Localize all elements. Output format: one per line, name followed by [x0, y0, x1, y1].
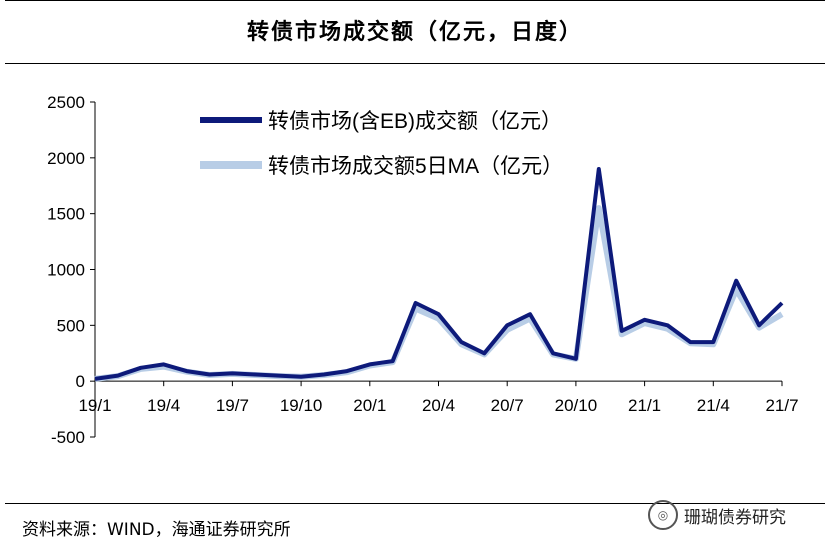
chart-title: 转债市场成交额（亿元，日度） [246, 20, 583, 45]
x-tick-label: 21/7 [765, 396, 798, 415]
watermark: ◎ 珊瑚债券研究 [648, 500, 786, 530]
series-line-1 [94, 167, 784, 381]
x-tick-label: 20/1 [353, 396, 386, 415]
bottom-rule [5, 503, 825, 504]
y-tick-label: 1000 [47, 261, 85, 280]
legend-label-2: 转债市场成交额5日MA（亿元） [268, 155, 563, 178]
y-tick-label: 2500 [47, 93, 85, 112]
legend-label-1: 转债市场(含EB)成交额（亿元） [268, 110, 562, 133]
source-note: 资料来源：WIND，海通证券研究所 [22, 520, 291, 540]
x-tick-label: 20/7 [491, 396, 524, 415]
y-tick-label: 0 [76, 372, 85, 391]
x-tick-label: 19/10 [280, 396, 323, 415]
y-tick-label: 1500 [47, 205, 85, 224]
x-tick-label: 19/7 [216, 396, 249, 415]
x-tick-label: 19/4 [147, 396, 180, 415]
x-tick-label: 20/4 [422, 396, 455, 415]
wechat-icon: ◎ [648, 500, 678, 530]
x-tick-label: 21/4 [697, 396, 730, 415]
series-line-2 [94, 205, 784, 382]
x-tick-label: 21/1 [628, 396, 661, 415]
line-chart: -500 0 500 1000 1500 2000 2500 19/1 19/4 19/7 19/1… [47, 93, 798, 447]
y-tick-label: 2000 [47, 149, 85, 168]
top-rule [5, 0, 825, 1]
watermark-text: 珊瑚债券研究 [684, 507, 786, 528]
y-tick-label: -500 [51, 428, 85, 447]
y-tick-label: 500 [57, 316, 85, 335]
title-rule [5, 63, 825, 64]
x-tick-label: 20/10 [555, 396, 598, 415]
x-tick-label: 19/1 [78, 396, 111, 415]
